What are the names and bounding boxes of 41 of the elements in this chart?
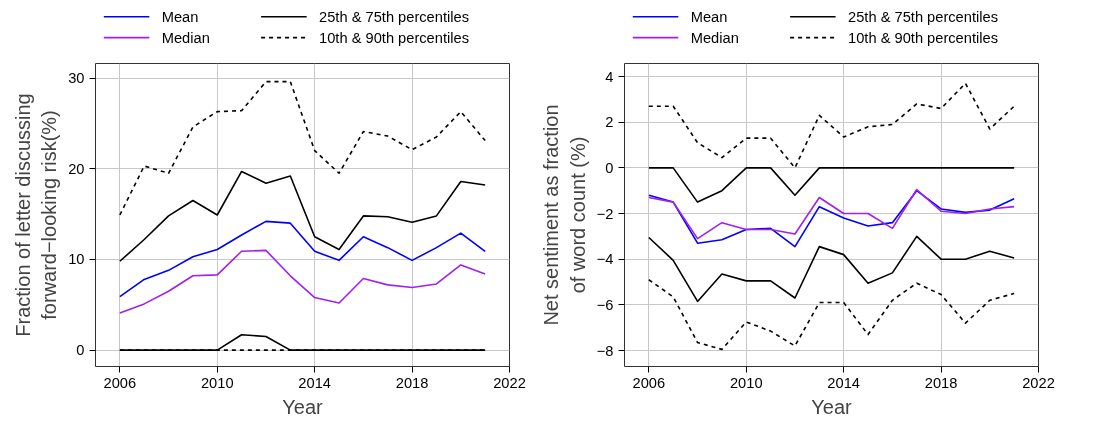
x-tick-label: 2014 <box>827 374 860 391</box>
legend-label: 10th & 90th percentiles <box>848 29 998 46</box>
line-series <box>648 235 1015 303</box>
line-series <box>648 167 1015 203</box>
line-series <box>119 249 486 314</box>
y-tick-label: 20 <box>68 160 85 177</box>
line-series <box>119 170 486 263</box>
legend-label: Median <box>161 29 210 46</box>
x-axis-title: Year <box>811 395 853 418</box>
x-tick-label: 2010 <box>200 374 234 391</box>
y-tick-label: 10 <box>68 251 85 268</box>
y-tick-label: 0 <box>605 159 614 176</box>
x-tick-label: 2022 <box>1022 374 1055 391</box>
x-tick-label: 2006 <box>103 374 137 391</box>
y-tick-label: −8 <box>596 342 614 359</box>
y-tick-label: 0 <box>76 342 85 359</box>
line-series <box>648 278 1015 351</box>
y-tick-label: 2 <box>605 114 614 131</box>
x-tick-label: 2018 <box>924 374 958 391</box>
legend-label: Mean <box>690 8 728 25</box>
x-tick-label: 2014 <box>298 374 331 391</box>
legend-label: Mean <box>161 8 199 25</box>
x-tick-label: 2006 <box>632 374 666 391</box>
line-series <box>119 80 486 216</box>
y-tick-label: −4 <box>596 251 614 268</box>
legend-label: 25th & 75th percentiles <box>848 8 998 25</box>
x-axis-title: Year <box>282 395 324 418</box>
legend-label: Median <box>690 29 739 46</box>
y-axis-title: Fraction of letter discussing forward−looking risk(%) <box>11 93 61 337</box>
legend-label: 10th & 90th percentiles <box>319 29 469 46</box>
y-tick-label: 30 <box>68 70 85 87</box>
line-series <box>119 220 486 298</box>
y-tick-label: 4 <box>605 68 614 85</box>
y-tick-label: −2 <box>596 205 614 222</box>
x-tick-label: 2022 <box>493 374 526 391</box>
x-tick-label: 2010 <box>729 374 763 391</box>
legend-label: 25th & 75th percentiles <box>319 8 469 25</box>
x-tick-label: 2018 <box>395 374 429 391</box>
line-series <box>648 82 1015 169</box>
y-tick-label: −6 <box>596 296 614 313</box>
y-axis-title: Net sentiment as fraction of word count (%) <box>540 104 589 326</box>
